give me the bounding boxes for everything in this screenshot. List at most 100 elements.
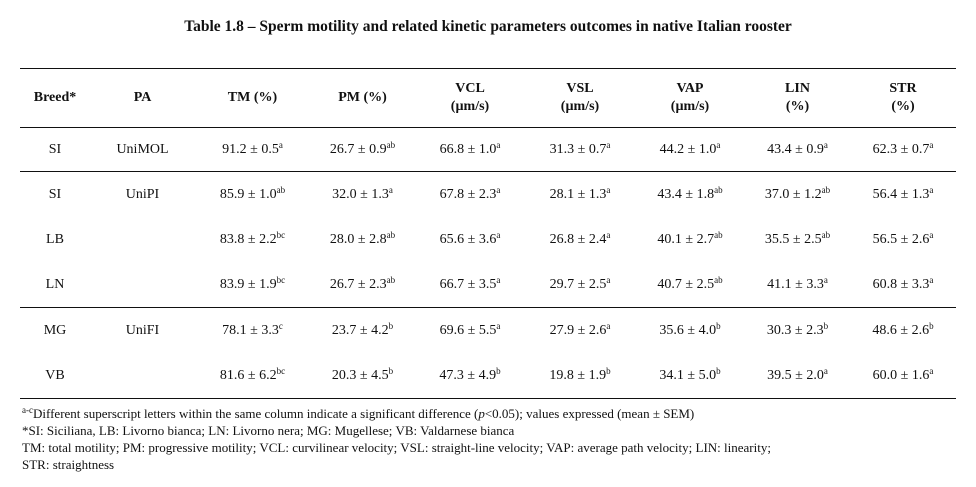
cell-mean-sem: 19.8 ± 1.9 [549,367,607,383]
column-header-unit: (µm/s) [670,99,710,114]
cell-value: 23.7 ± 4.2b [310,308,415,354]
column-header-label: STR [889,81,917,96]
cell-mean-sem: 85.9 ± 1.0 [219,186,277,202]
cell-superscript: bc [276,274,286,285]
cell-superscript: ab [276,184,286,195]
column-header: TM (%) [195,68,310,128]
cell-pa: UniPI [125,186,160,202]
cell-value: 69.6 ± 5.5a [415,308,525,354]
column-header-label: VCL [455,81,485,96]
cell-superscript: ab [386,139,396,150]
cell-value: 60.8 ± 3.3a [850,262,956,308]
cell-value: 43.4 ± 1.8ab [635,172,745,218]
table-row: SI UniMOL 91.2 ± 0.5a 26.7 ± 0.9ab 66.8 ± 1.… [20,127,956,172]
column-header: VCL (µm/s) [415,68,525,128]
column-header: PM (%) [310,68,415,128]
cell-mean-sem: 67.8 ± 2.3 [439,186,497,202]
cell-breed: VB [20,353,90,399]
cell-mean-sem: 23.7 ± 4.2 [331,322,389,338]
cell-mean-sem: 37.0 ± 1.2 [764,186,822,202]
note-text-b: <0.05); values expressed (mean ± SEM) [484,406,695,421]
cell-superscript: a [823,365,828,376]
cell-superscript: a [606,184,611,195]
cell-pa: UniMOL [90,127,195,172]
cell-superscript: b [716,320,721,331]
cell-superscript: a [823,139,828,150]
cell-superscript: a [496,229,501,240]
table-row: LB 83.8 ± 2.2bc 28.0 ± 2.8ab 65.6 ± 3.6a 26.… [20,217,956,262]
cell-superscript: ab [714,229,723,240]
cell-mean-sem: 20.3 ± 4.5 [331,367,389,383]
note-p: p [478,406,485,421]
cell-mean-sem: 78.1 ± 3.3 [222,322,279,338]
note-text-a: Different superscript letters within the… [33,406,479,421]
table-notes: a-cDifferent superscript letters within … [22,405,957,473]
cell-breed: LB [46,231,64,247]
cell-mean-sem: 27.9 ± 2.6 [549,322,607,338]
cell-mean-sem: 41.1 ± 3.3 [767,276,824,292]
cell-superscript: ab [714,184,723,195]
cell-value: 29.7 ± 2.5a [525,262,635,308]
table-row: LN 83.9 ± 1.9bc 26.7 ± 2.3ab 66.7 ± 3.5a 29.… [20,262,956,308]
column-header-label: VSL [566,81,594,96]
cell-value: 34.1 ± 5.0b [635,353,745,399]
cell-pa [90,353,195,399]
column-header-label: LIN [785,81,810,96]
cell-value: 31.3 ± 0.7a [525,127,635,172]
cell-superscript: b [496,365,501,376]
cell-value: 19.8 ± 1.9b [525,353,635,399]
cell-value: 44.2 ± 1.0a [635,127,745,172]
cell-mean-sem: 43.4 ± 0.9 [767,141,824,157]
cell-superscript: a [278,139,283,150]
cell-mean-sem: 60.0 ± 1.6 [872,367,930,383]
cell-value: 28.0 ± 2.8ab [310,217,415,262]
cell-superscript: ab [386,274,396,285]
cell-pa: UniFI [125,322,160,338]
cell-superscript: a [929,184,934,195]
cell-mean-sem: 43.4 ± 1.8 [657,186,715,202]
cell-value: 66.7 ± 3.5a [415,262,525,308]
cell-mean-sem: 60.8 ± 3.3 [872,276,930,292]
cell-value: 40.7 ± 2.5ab [635,262,745,308]
cell-mean-sem: 31.3 ± 0.7 [549,141,607,157]
cell-superscript: a [929,365,934,376]
note-sup: a-c [22,405,33,415]
cell-pa [90,217,195,262]
cell-mean-sem: 66.7 ± 3.5 [439,276,497,292]
cell-mean-sem: 56.5 ± 2.6 [872,231,930,247]
cell-value: 32.0 ± 1.3a [310,172,415,218]
column-header-unit: (µm/s) [560,99,600,114]
cell-mean-sem: 28.0 ± 2.8 [329,231,387,247]
cell-breed: SI [48,186,62,202]
cell-mean-sem: 56.4 ± 1.3 [872,186,930,202]
cell-value: 83.8 ± 2.2bc [195,217,310,262]
cell-superscript: b [606,365,611,376]
cell-mean-sem: 66.8 ± 1.0 [439,141,497,157]
cell-mean-sem: 44.2 ± 1.0 [659,141,717,157]
cell-mean-sem: 32.0 ± 1.3 [332,186,389,202]
cell-superscript: b [929,320,934,331]
cell-value: 26.7 ± 2.3ab [310,262,415,308]
cell-value: 28.1 ± 1.3a [525,172,635,218]
column-header-unit: (%) [785,99,810,114]
cell-value: 27.9 ± 2.6a [525,308,635,354]
data-table: Breed* PA TM (%) PM (%) VCL (µm/s) VSL (µm/s) VA… [20,68,956,399]
cell-mean-sem: 83.9 ± 1.9 [219,276,277,292]
note-significance: a-cDifferent superscript letters within … [22,405,957,422]
cell-superscript: a [496,184,501,195]
cell-breed: MG [43,322,67,338]
cell-value: 62.3 ± 0.7a [850,127,956,172]
header-row: Breed* PA TM (%) PM (%) VCL (µm/s) VSL (µm/s) VA… [20,68,956,128]
cell-value: 56.4 ± 1.3a [850,172,956,218]
cell-superscript: a [496,320,501,331]
column-header-unit: (%) [891,99,915,114]
column-header-label: Breed* [33,90,77,105]
cell-value: 35.5 ± 2.5ab [745,217,850,262]
note-abbreviations: TM: total motility; PM: progressive moti… [22,440,771,455]
table-row: VB 81.6 ± 6.2bc 20.3 ± 4.5b 47.3 ± 4.9b 19.8… [20,353,956,399]
cell-value: 30.3 ± 2.3b [745,308,850,354]
cell-value: 83.9 ± 1.9bc [195,262,310,308]
cell-value: 37.0 ± 1.2ab [745,172,850,218]
cell-mean-sem: 62.3 ± 0.7 [872,141,930,157]
